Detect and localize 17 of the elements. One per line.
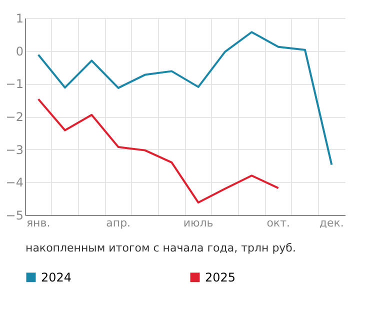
y-tick-label: −3: [6, 142, 24, 157]
line-series: [37, 98, 280, 204]
x-tick-label: апр.: [106, 216, 131, 230]
y-tick-label: −5: [6, 208, 24, 222]
y-tick-label: −1: [6, 77, 24, 92]
y-tick-label: −2: [6, 110, 24, 124]
x-axis-title: накопленным итогом с начала года, трлн руб.: [26, 242, 296, 254]
y-tick-label: −4: [6, 176, 24, 190]
legend-label: 2025: [205, 270, 236, 284]
x-tick-label: июль: [183, 216, 214, 230]
x-tick-label: окт.: [266, 216, 290, 230]
line-series: [37, 31, 333, 166]
x-tick-label: янв.: [26, 216, 50, 230]
y-tick-label: 1: [16, 12, 24, 26]
legend-label: 2024: [41, 270, 72, 284]
y-tick-label: 0: [16, 44, 24, 58]
x-tick-label: дек.: [319, 216, 344, 230]
